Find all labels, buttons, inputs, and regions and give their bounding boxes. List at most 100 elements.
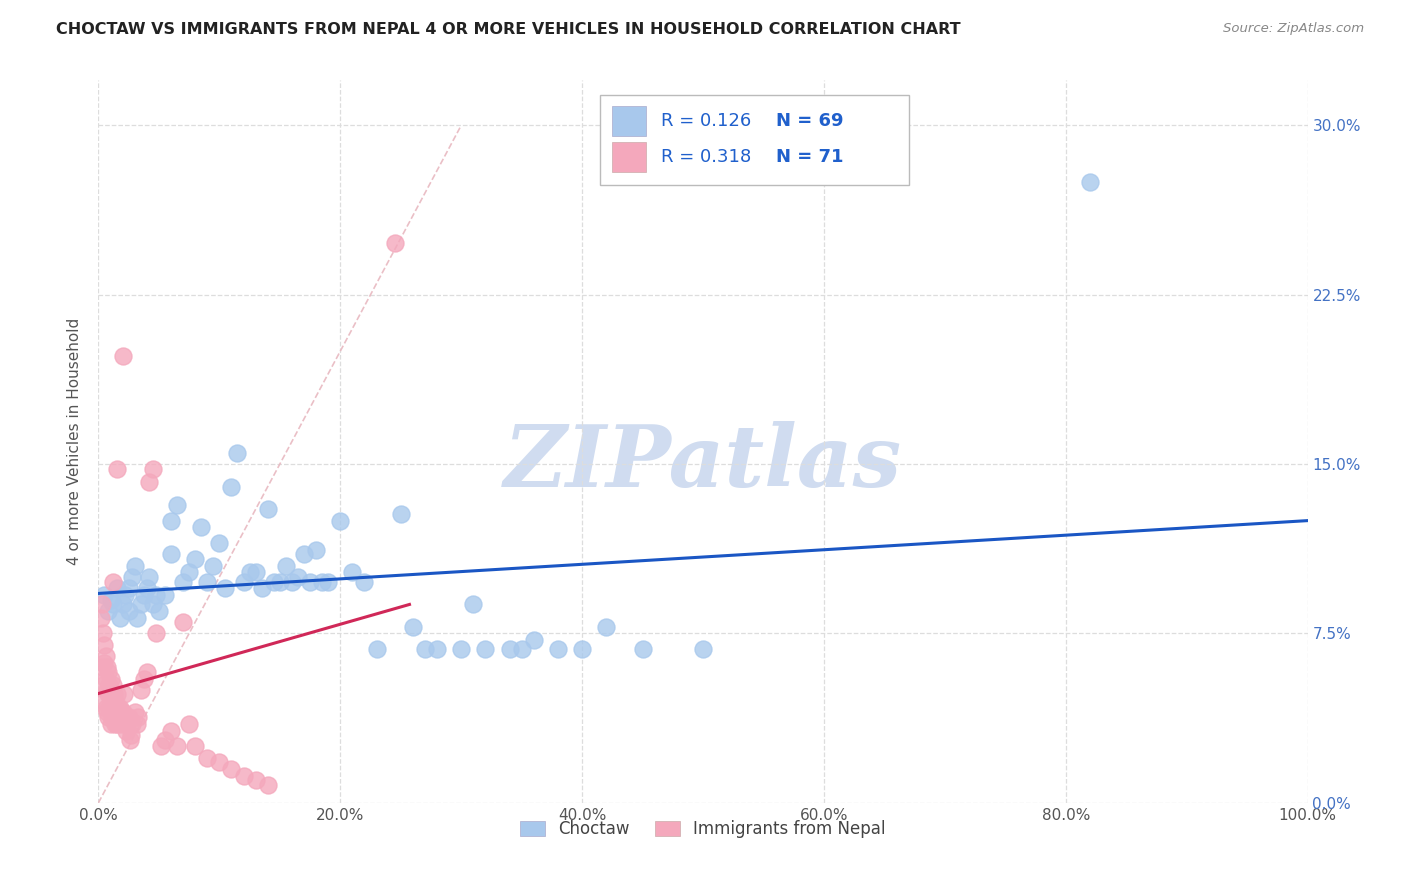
- Point: [108, 610, 131, 624]
- Point: [353, 574, 375, 589]
- Point: [91, 678, 114, 692]
- Point: [172, 615, 194, 630]
- Point: [124, 706, 146, 720]
- Point: [108, 701, 131, 715]
- Point: [101, 597, 124, 611]
- Point: [239, 566, 262, 580]
- Point: [127, 610, 149, 624]
- Point: [96, 682, 118, 697]
- Text: ZIPatlas: ZIPatlas: [503, 421, 903, 505]
- Text: N = 69: N = 69: [776, 112, 844, 129]
- Point: [1078, 175, 1101, 189]
- Point: [166, 498, 188, 512]
- Point: [153, 588, 176, 602]
- Point: [90, 610, 112, 624]
- Point: [97, 665, 120, 679]
- Point: [172, 574, 194, 589]
- Point: [100, 716, 122, 731]
- Point: [274, 558, 297, 573]
- Point: [101, 678, 124, 692]
- Point: [184, 552, 207, 566]
- Point: [100, 710, 122, 724]
- Point: [245, 566, 267, 580]
- Point: [94, 672, 117, 686]
- Point: [292, 548, 315, 562]
- Point: [232, 769, 254, 783]
- Point: [105, 716, 128, 731]
- Point: [287, 570, 309, 584]
- Point: [97, 710, 120, 724]
- Point: [112, 687, 135, 701]
- Point: [145, 588, 167, 602]
- Point: [118, 604, 141, 618]
- Text: Source: ZipAtlas.com: Source: ZipAtlas.com: [1223, 22, 1364, 36]
- Point: [150, 739, 173, 754]
- Point: [195, 574, 218, 589]
- Point: [214, 582, 236, 596]
- Point: [93, 638, 115, 652]
- Point: [281, 574, 304, 589]
- Text: R = 0.318: R = 0.318: [661, 148, 751, 166]
- Point: [595, 620, 617, 634]
- Point: [96, 706, 118, 720]
- Point: [110, 716, 132, 731]
- Point: [120, 728, 142, 742]
- Point: [91, 660, 114, 674]
- Point: [97, 687, 120, 701]
- Point: [118, 710, 141, 724]
- Point: [402, 620, 425, 634]
- Point: [91, 597, 114, 611]
- Point: [100, 694, 122, 708]
- Point: [108, 710, 131, 724]
- Point: [135, 665, 157, 679]
- Point: [107, 701, 129, 715]
- Point: [103, 687, 125, 701]
- Point: [316, 574, 339, 589]
- Point: [463, 597, 485, 611]
- Point: [148, 604, 170, 618]
- Point: [103, 710, 125, 724]
- Point: [94, 701, 117, 715]
- Point: [179, 716, 201, 731]
- Point: [118, 582, 141, 596]
- Point: [221, 762, 243, 776]
- Point: [250, 582, 273, 596]
- Point: [100, 592, 122, 607]
- Point: [93, 588, 115, 602]
- Point: [226, 446, 249, 460]
- Point: [160, 723, 183, 738]
- Text: R = 0.126: R = 0.126: [661, 112, 751, 129]
- Point: [510, 642, 533, 657]
- Point: [127, 710, 149, 724]
- Point: [221, 480, 243, 494]
- Point: [190, 520, 212, 534]
- Point: [124, 558, 146, 573]
- Point: [426, 642, 449, 657]
- FancyBboxPatch shape: [613, 105, 647, 136]
- Point: [135, 582, 157, 596]
- Point: [232, 574, 254, 589]
- Point: [142, 597, 165, 611]
- Point: [134, 672, 156, 686]
- Point: [160, 514, 183, 528]
- Point: [160, 548, 183, 562]
- Point: [366, 642, 388, 657]
- Point: [195, 750, 218, 764]
- Point: [138, 570, 160, 584]
- Point: [105, 461, 128, 475]
- Point: [104, 694, 127, 708]
- Y-axis label: 4 or more Vehicles in Household: 4 or more Vehicles in Household: [67, 318, 83, 566]
- Point: [329, 514, 352, 528]
- Point: [94, 648, 117, 663]
- FancyBboxPatch shape: [613, 142, 647, 172]
- Point: [153, 732, 176, 747]
- Point: [145, 626, 167, 640]
- Point: [98, 701, 121, 715]
- Point: [389, 507, 412, 521]
- Point: [450, 642, 472, 657]
- Point: [202, 558, 225, 573]
- Point: [118, 732, 141, 747]
- Point: [299, 574, 322, 589]
- Point: [631, 642, 654, 657]
- Point: [96, 660, 118, 674]
